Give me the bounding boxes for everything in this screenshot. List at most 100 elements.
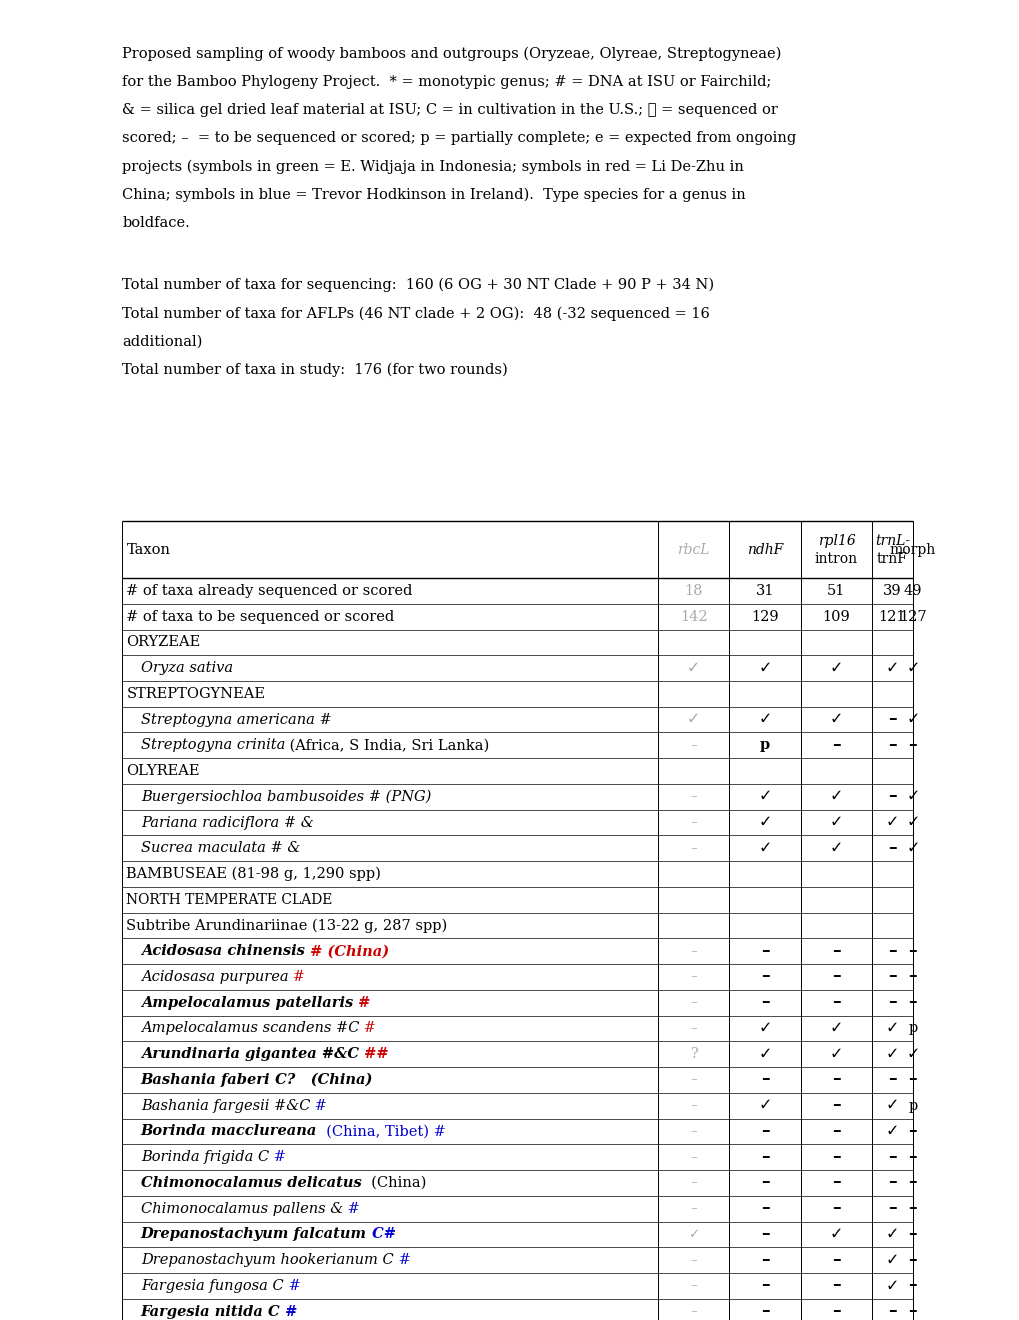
Text: ✓: ✓ [905, 660, 919, 676]
Text: –: – [888, 1175, 896, 1192]
Text: –: – [908, 1278, 916, 1295]
Text: ✓: ✓ [757, 711, 771, 727]
Text: boldface.: boldface. [122, 216, 190, 231]
Text: –: – [760, 969, 768, 986]
Text: Drepanostachyum hookerianum C: Drepanostachyum hookerianum C [141, 1253, 393, 1267]
Text: –: – [832, 1251, 840, 1269]
Text: Buergersiochloa bambusoides # (PNG): Buergersiochloa bambusoides # (PNG) [141, 789, 431, 804]
Text: –: – [888, 1303, 896, 1320]
Text: –: – [832, 1148, 840, 1166]
Text: Chimonocalamus delicatus: Chimonocalamus delicatus [141, 1176, 361, 1189]
Text: –: – [832, 1303, 840, 1320]
Text: –: – [908, 1226, 916, 1243]
Text: –: – [888, 1200, 896, 1217]
Text: ✓: ✓ [828, 1047, 843, 1061]
Text: –: – [888, 994, 896, 1011]
Text: –: – [908, 1072, 916, 1089]
Text: Total number of taxa for AFLPs (46 NT clade + 2 OG):  48 (-32 sequenced = 16: Total number of taxa for AFLPs (46 NT cl… [122, 306, 709, 321]
Text: BAMBUSEAE (81-98 g, 1,290 spp): BAMBUSEAE (81-98 g, 1,290 spp) [126, 867, 381, 882]
Text: Chimonocalamus pallens &: Chimonocalamus pallens & [141, 1201, 342, 1216]
Text: –: – [888, 711, 896, 729]
Text: –: – [690, 1022, 696, 1035]
Text: ✓: ✓ [828, 711, 843, 727]
Text: rpl16: rpl16 [816, 533, 855, 548]
Text: trnL-: trnL- [874, 533, 909, 548]
Text: ✓: ✓ [828, 660, 843, 676]
Text: ✓: ✓ [905, 789, 919, 804]
Text: –: – [760, 1278, 768, 1295]
Text: –: – [690, 739, 696, 752]
Text: –: – [760, 1148, 768, 1166]
Text: Bashania fargesii #&C: Bashania fargesii #&C [141, 1098, 310, 1113]
Text: Proposed sampling of woody bamboos and outgroups (Oryzeae, Olyreae, Streptogynea: Proposed sampling of woody bamboos and o… [122, 46, 781, 61]
Text: #: # [310, 1098, 327, 1113]
Text: –: – [760, 1200, 768, 1217]
Text: ✓: ✓ [757, 660, 771, 676]
Text: –: – [690, 1279, 696, 1292]
Text: –: – [760, 1226, 768, 1243]
Text: –: – [832, 1072, 840, 1089]
Text: –: – [888, 969, 896, 986]
Text: ✓: ✓ [884, 814, 899, 830]
Text: 129: 129 [750, 610, 779, 623]
Text: –: – [908, 994, 916, 1011]
Text: ✓: ✓ [884, 1098, 899, 1113]
Text: ✓: ✓ [884, 1047, 899, 1061]
Text: Fargesia fungosa C: Fargesia fungosa C [141, 1279, 283, 1292]
Text: 51: 51 [826, 583, 845, 598]
Text: 109: 109 [821, 610, 850, 623]
Text: ✓: ✓ [757, 1098, 771, 1113]
Text: ✓: ✓ [905, 711, 919, 727]
Text: additional): additional) [122, 334, 203, 348]
Text: –: – [832, 942, 840, 960]
Text: –: – [888, 1072, 896, 1089]
Text: (China): (China) [361, 1176, 426, 1189]
Text: STREPTOGYNEAE: STREPTOGYNEAE [126, 686, 265, 701]
Text: ✓: ✓ [828, 1226, 843, 1242]
Text: ✓: ✓ [884, 1123, 899, 1139]
Text: –: – [760, 1303, 768, 1320]
Text: trnF: trnF [876, 552, 907, 566]
Text: #: # [359, 1022, 376, 1035]
Text: –: – [760, 1251, 768, 1269]
Text: –: – [908, 1200, 916, 1217]
Text: ✓: ✓ [757, 789, 771, 804]
Text: –: – [690, 1203, 696, 1216]
Text: (Africa, S India, Sri Lanka): (Africa, S India, Sri Lanka) [285, 738, 489, 752]
Text: C#: C# [367, 1228, 395, 1241]
Text: –: – [760, 1072, 768, 1089]
Text: –: – [760, 1123, 768, 1140]
Text: –: – [908, 1148, 916, 1166]
Text: –: – [690, 1073, 696, 1086]
Text: –: – [832, 1175, 840, 1192]
Text: morph: morph [889, 543, 935, 557]
Text: –: – [908, 1251, 916, 1269]
Text: # of taxa to be sequenced or scored: # of taxa to be sequenced or scored [126, 610, 394, 623]
Text: Ampelocalamus scandens #C: Ampelocalamus scandens #C [141, 1022, 359, 1035]
Text: ?: ? [689, 1047, 697, 1061]
Text: C?   (China): C? (China) [270, 1073, 372, 1086]
Text: ✓: ✓ [905, 841, 919, 855]
Text: p: p [907, 1098, 917, 1113]
Text: # of taxa already sequenced or scored: # of taxa already sequenced or scored [126, 583, 413, 598]
Text: ✓: ✓ [884, 1253, 899, 1267]
Text: ##: ## [359, 1047, 388, 1061]
Text: ✓: ✓ [757, 841, 771, 855]
Text: –: – [888, 942, 896, 960]
Text: ✓: ✓ [828, 814, 843, 830]
Text: –: – [760, 994, 768, 1011]
Text: ✓: ✓ [828, 1020, 843, 1036]
Text: Drepanostachyum falcatum: Drepanostachyum falcatum [141, 1228, 367, 1241]
Text: # (China): # (China) [305, 944, 388, 958]
Text: p: p [759, 738, 769, 752]
Text: –: – [832, 994, 840, 1011]
Text: Arundinaria gigantea #&C: Arundinaria gigantea #&C [141, 1047, 359, 1061]
Text: Subtribe Arundinariinae (13-22 g, 287 spp): Subtribe Arundinariinae (13-22 g, 287 sp… [126, 919, 447, 933]
Text: –: – [832, 1097, 840, 1114]
Text: Bashania faberi: Bashania faberi [141, 1073, 270, 1086]
Text: Sucrea maculata # &: Sucrea maculata # & [141, 841, 300, 855]
Text: –: – [760, 942, 768, 960]
Text: Ampelocalamus patellaris: Ampelocalamus patellaris [141, 995, 353, 1010]
Text: –: – [832, 737, 840, 754]
Text: Streptogyna americana #: Streptogyna americana # [141, 713, 331, 726]
